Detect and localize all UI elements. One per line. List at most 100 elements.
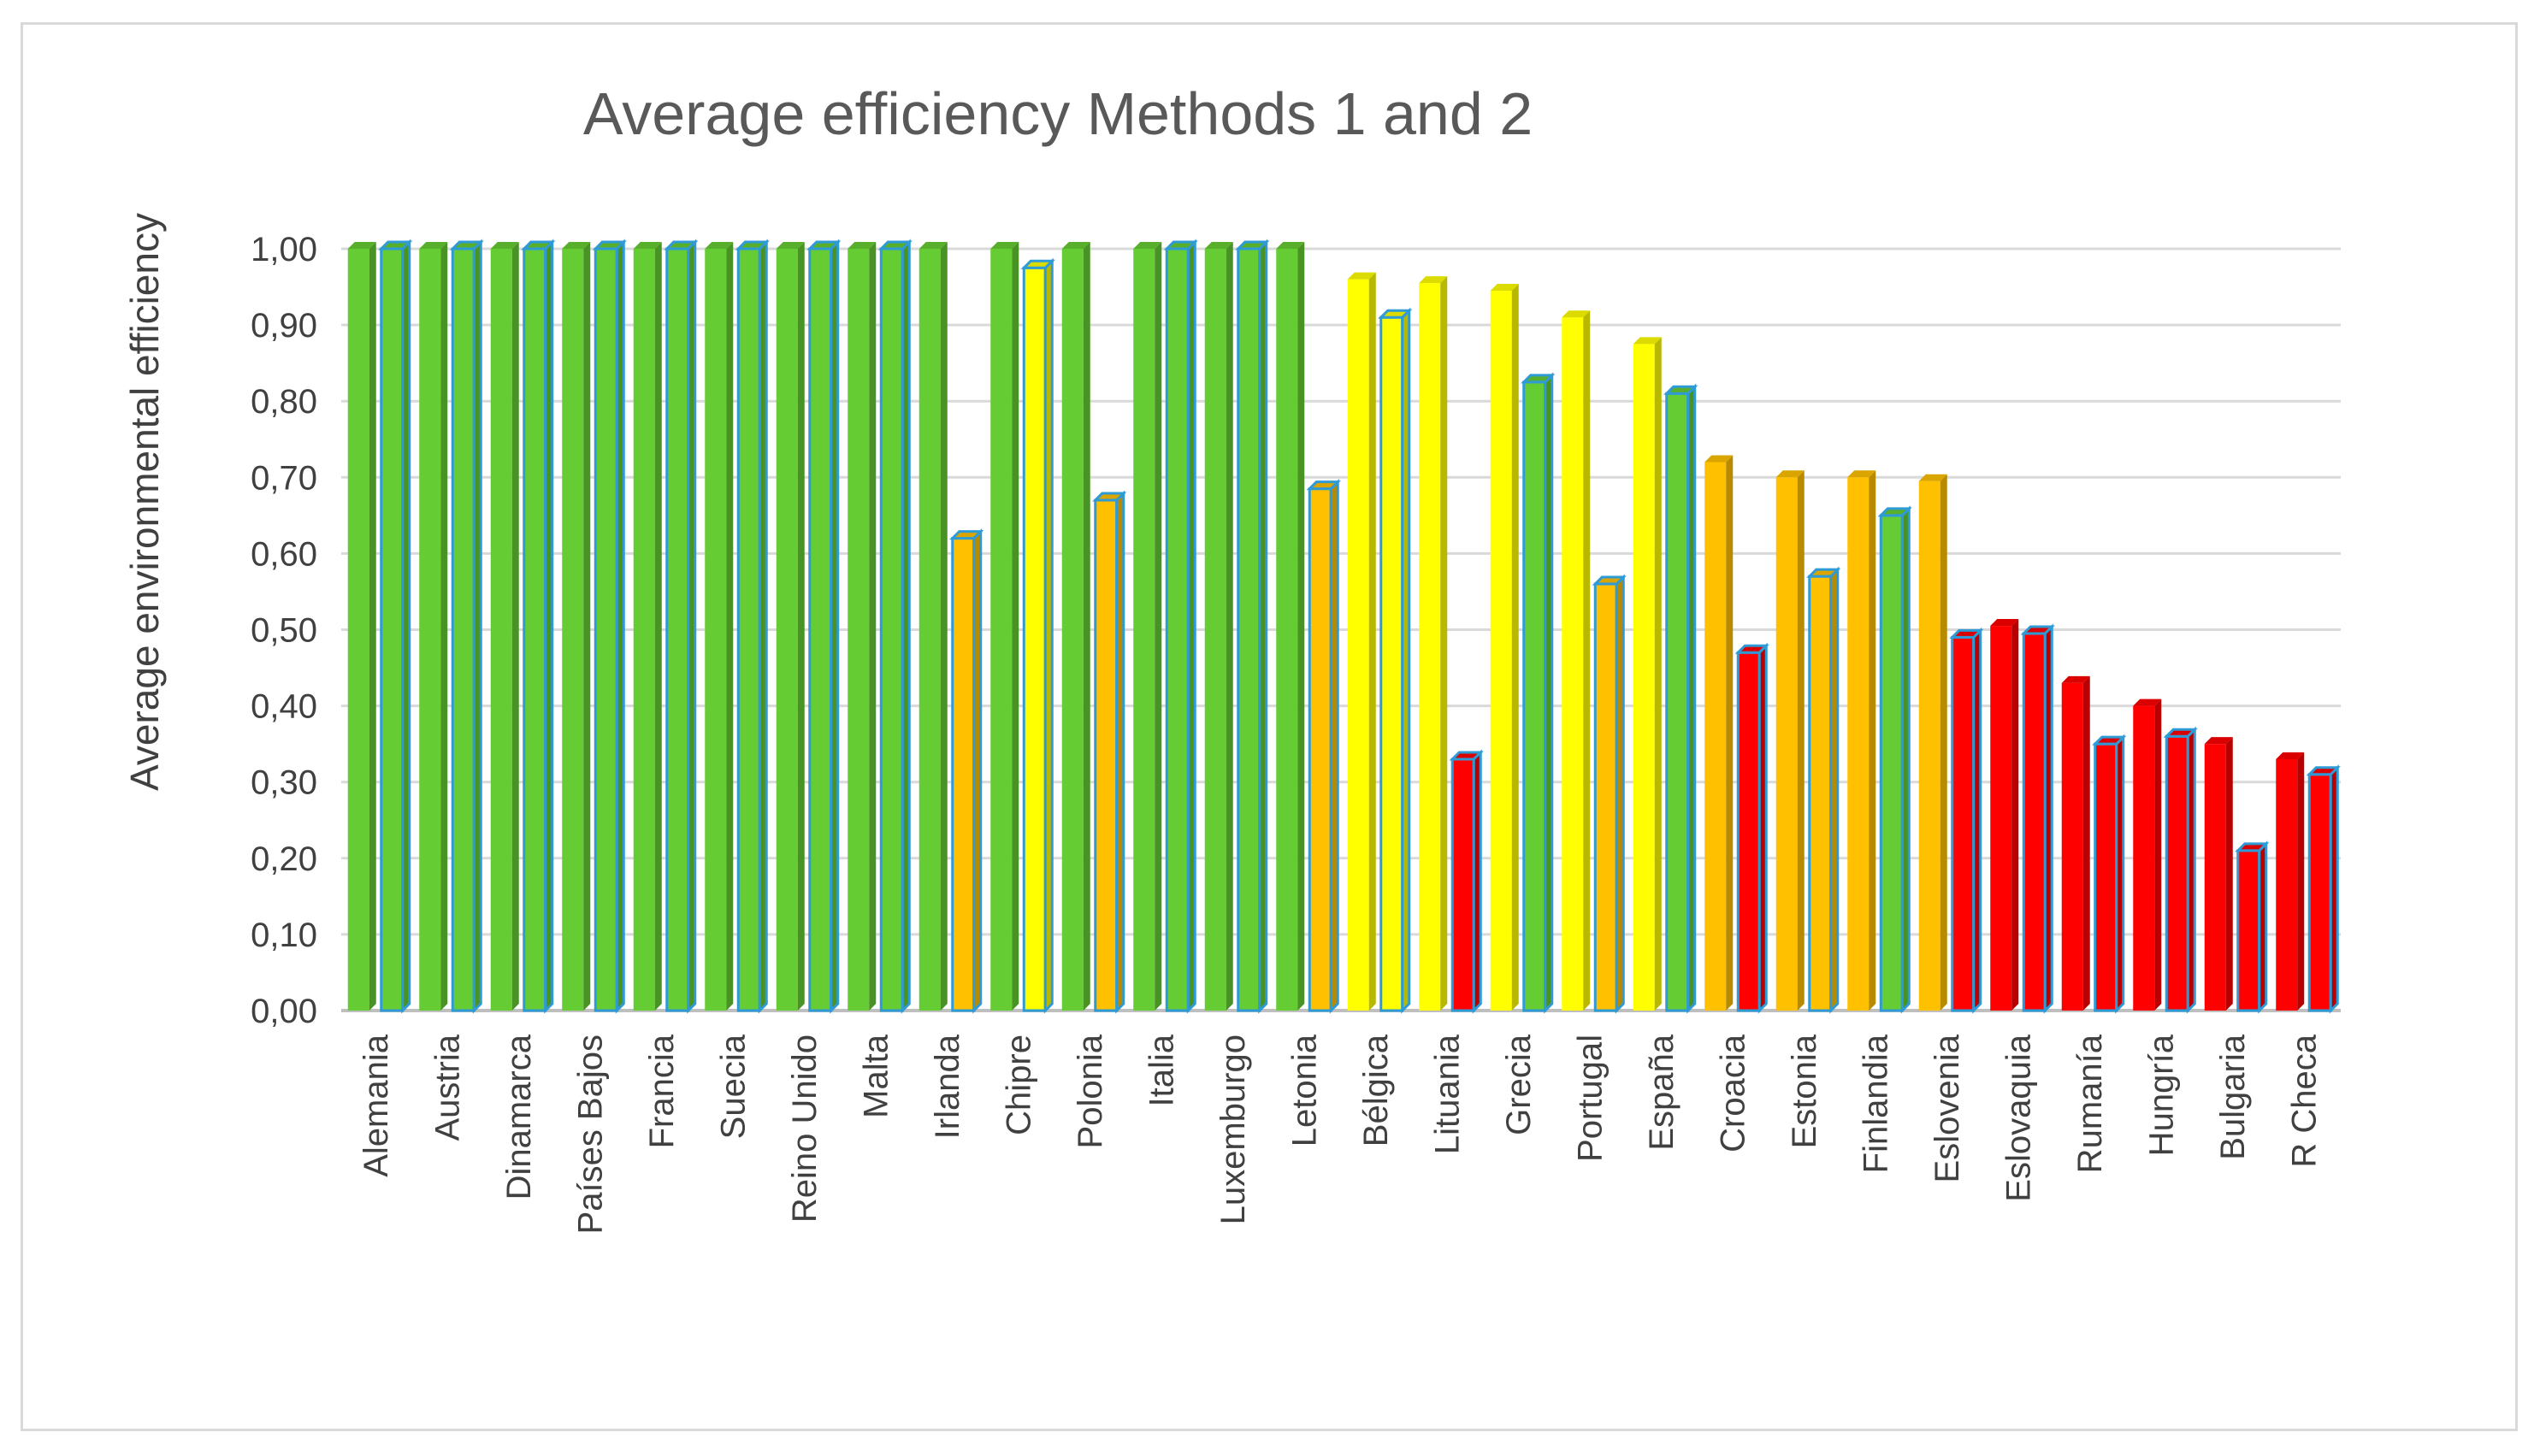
bar-series-2-16 (1449, 749, 1484, 1014)
bar-series-2-4 (592, 239, 627, 1014)
x-tick-label: Bélgica (1357, 1034, 1395, 1147)
bar-series-2-7 (806, 239, 842, 1014)
x-tick-label: Croacia (1714, 1034, 1751, 1152)
y-tick-label: 0,40 (251, 688, 317, 726)
x-tick-label: Chipre (1000, 1035, 1037, 1135)
bar-series-1-2 (419, 242, 448, 1011)
y-tick-label: 0,20 (251, 840, 317, 878)
bar-series-1-26 (2133, 699, 2162, 1011)
bar-series-1-9 (919, 242, 948, 1011)
bar-series-1-27 (2204, 737, 2233, 1011)
bar-series-1-10 (990, 242, 1019, 1011)
bar-series-2-27 (2235, 840, 2270, 1014)
bar-series-2-19 (1663, 383, 1698, 1014)
x-tick-label: Rumanía (2071, 1034, 2109, 1173)
y-tick-label: 0,30 (251, 764, 317, 802)
bar-series-2-13 (1235, 239, 1270, 1014)
bar-series-1-15 (1347, 272, 1376, 1011)
bar-chart: Average efficiency Methods 1 and 2 Avera… (122, 80, 2341, 1234)
x-tick-label: Alemania (357, 1034, 395, 1177)
bar-series-2-26 (2163, 726, 2198, 1014)
bar-series-1-25 (2061, 675, 2090, 1011)
bar-series-2-20 (1734, 642, 1769, 1014)
chart-frame: Average efficiency Methods 1 and 2 Avera… (21, 22, 2518, 1431)
x-tick-label: Bulgaria (2214, 1034, 2252, 1160)
x-tick-label: Portugal (1571, 1035, 1609, 1162)
x-tick-label: Grecia (1500, 1034, 1538, 1135)
bar-series-1-21 (1775, 470, 1805, 1011)
x-tick-label: Hungría (2142, 1034, 2180, 1156)
bar-series-2-8 (877, 239, 913, 1014)
bar-series-1-14 (1276, 242, 1305, 1011)
bar-series-2-6 (735, 239, 770, 1014)
bar-series-2-25 (2092, 734, 2127, 1014)
x-tick-label: Suecia (714, 1034, 752, 1139)
x-tick-label: Dinamarca (500, 1034, 538, 1200)
x-tick-label: R Checa (2285, 1034, 2323, 1167)
bar-series-2-15 (1378, 307, 1413, 1014)
x-tick-label: Eslovaquia (2000, 1034, 2037, 1201)
bar-series-1-16 (1419, 276, 1448, 1011)
x-tick-label: Malta (857, 1034, 895, 1118)
x-tick-label: Polonia (1072, 1034, 1109, 1148)
bar-series-2-23 (1949, 627, 1984, 1014)
bar-series-2-22 (1877, 505, 1912, 1014)
y-tick-label: 0,80 (251, 383, 317, 421)
x-tick-label: Irlanda (929, 1034, 966, 1139)
x-tick-label: Reino Unido (786, 1035, 824, 1223)
x-tick-label: España (1643, 1034, 1681, 1150)
bar-series-1-20 (1704, 455, 1734, 1011)
y-axis-ticks: 0,00 0,10 0,20 0,30 0,40 0,50 0,60 0,70 0,80 0,90… (251, 231, 317, 1030)
x-tick-label: Luxemburgo (1214, 1035, 1252, 1224)
y-tick-label: 0,50 (251, 612, 317, 650)
x-tick-label: Eslovenia (1929, 1034, 1966, 1182)
bar-series-2-11 (1092, 490, 1127, 1014)
chart-title: Average efficiency Methods 1 and 2 (583, 80, 1533, 147)
x-tick-label: Países Bajos (571, 1035, 609, 1234)
bar-series-1-18 (1562, 310, 1591, 1011)
y-tick-label: 1,00 (251, 231, 317, 268)
bar-series-2-12 (1163, 239, 1198, 1014)
x-axis-ticks: Alemania Austria Dinamarca Países Bajos Fran… (357, 1034, 2324, 1234)
y-tick-label: 0,00 (251, 993, 317, 1030)
bar-series-1-24 (1990, 619, 2019, 1011)
x-tick-label: Francia (643, 1034, 681, 1148)
y-tick-label: 0,10 (251, 917, 317, 954)
bar-series-2-1 (378, 239, 413, 1014)
bar-series-1-4 (562, 242, 591, 1011)
bar-series-1-7 (776, 242, 805, 1011)
bar-series-2-14 (1306, 479, 1341, 1014)
bar-series-1-13 (1204, 242, 1233, 1011)
bar-series-2-3 (521, 239, 556, 1014)
y-tick-label: 0,90 (251, 307, 317, 345)
x-tick-label: Estonia (1786, 1034, 1823, 1148)
bar-series-1-5 (633, 242, 662, 1011)
bar-series-1-1 (347, 242, 376, 1011)
bar-series-2-5 (664, 239, 699, 1014)
bar-series-2-10 (1020, 257, 1055, 1014)
bar-series-1-6 (705, 242, 734, 1011)
bar-series-2-2 (449, 239, 484, 1014)
bar-series-2-24 (2020, 623, 2055, 1014)
bar-series-1-8 (848, 242, 877, 1011)
y-axis-label: Average environmental efficiency (122, 213, 167, 791)
bar-series-1-23 (1918, 474, 1947, 1011)
bar-series-2-28 (2306, 764, 2341, 1014)
bar-series-1-3 (490, 242, 519, 1011)
bar-series-2-18 (1592, 574, 1627, 1014)
x-tick-label: Austria (428, 1034, 466, 1141)
x-tick-label: Finlandia (1857, 1034, 1894, 1173)
bar-series-1-22 (1847, 470, 1876, 1011)
bar-series-1-19 (1633, 337, 1662, 1011)
y-tick-label: 0,70 (251, 459, 317, 497)
x-tick-label: Letonia (1285, 1034, 1323, 1147)
bars (347, 239, 2341, 1014)
bar-series-2-9 (949, 528, 984, 1014)
bar-series-2-21 (1806, 566, 1841, 1014)
x-tick-label: Italia (1143, 1034, 1180, 1106)
bar-series-1-17 (1490, 284, 1519, 1011)
bar-series-1-28 (2276, 752, 2305, 1011)
y-tick-label: 0,60 (251, 535, 317, 573)
bar-series-1-12 (1133, 242, 1162, 1011)
bar-series-2-17 (1521, 372, 1556, 1014)
